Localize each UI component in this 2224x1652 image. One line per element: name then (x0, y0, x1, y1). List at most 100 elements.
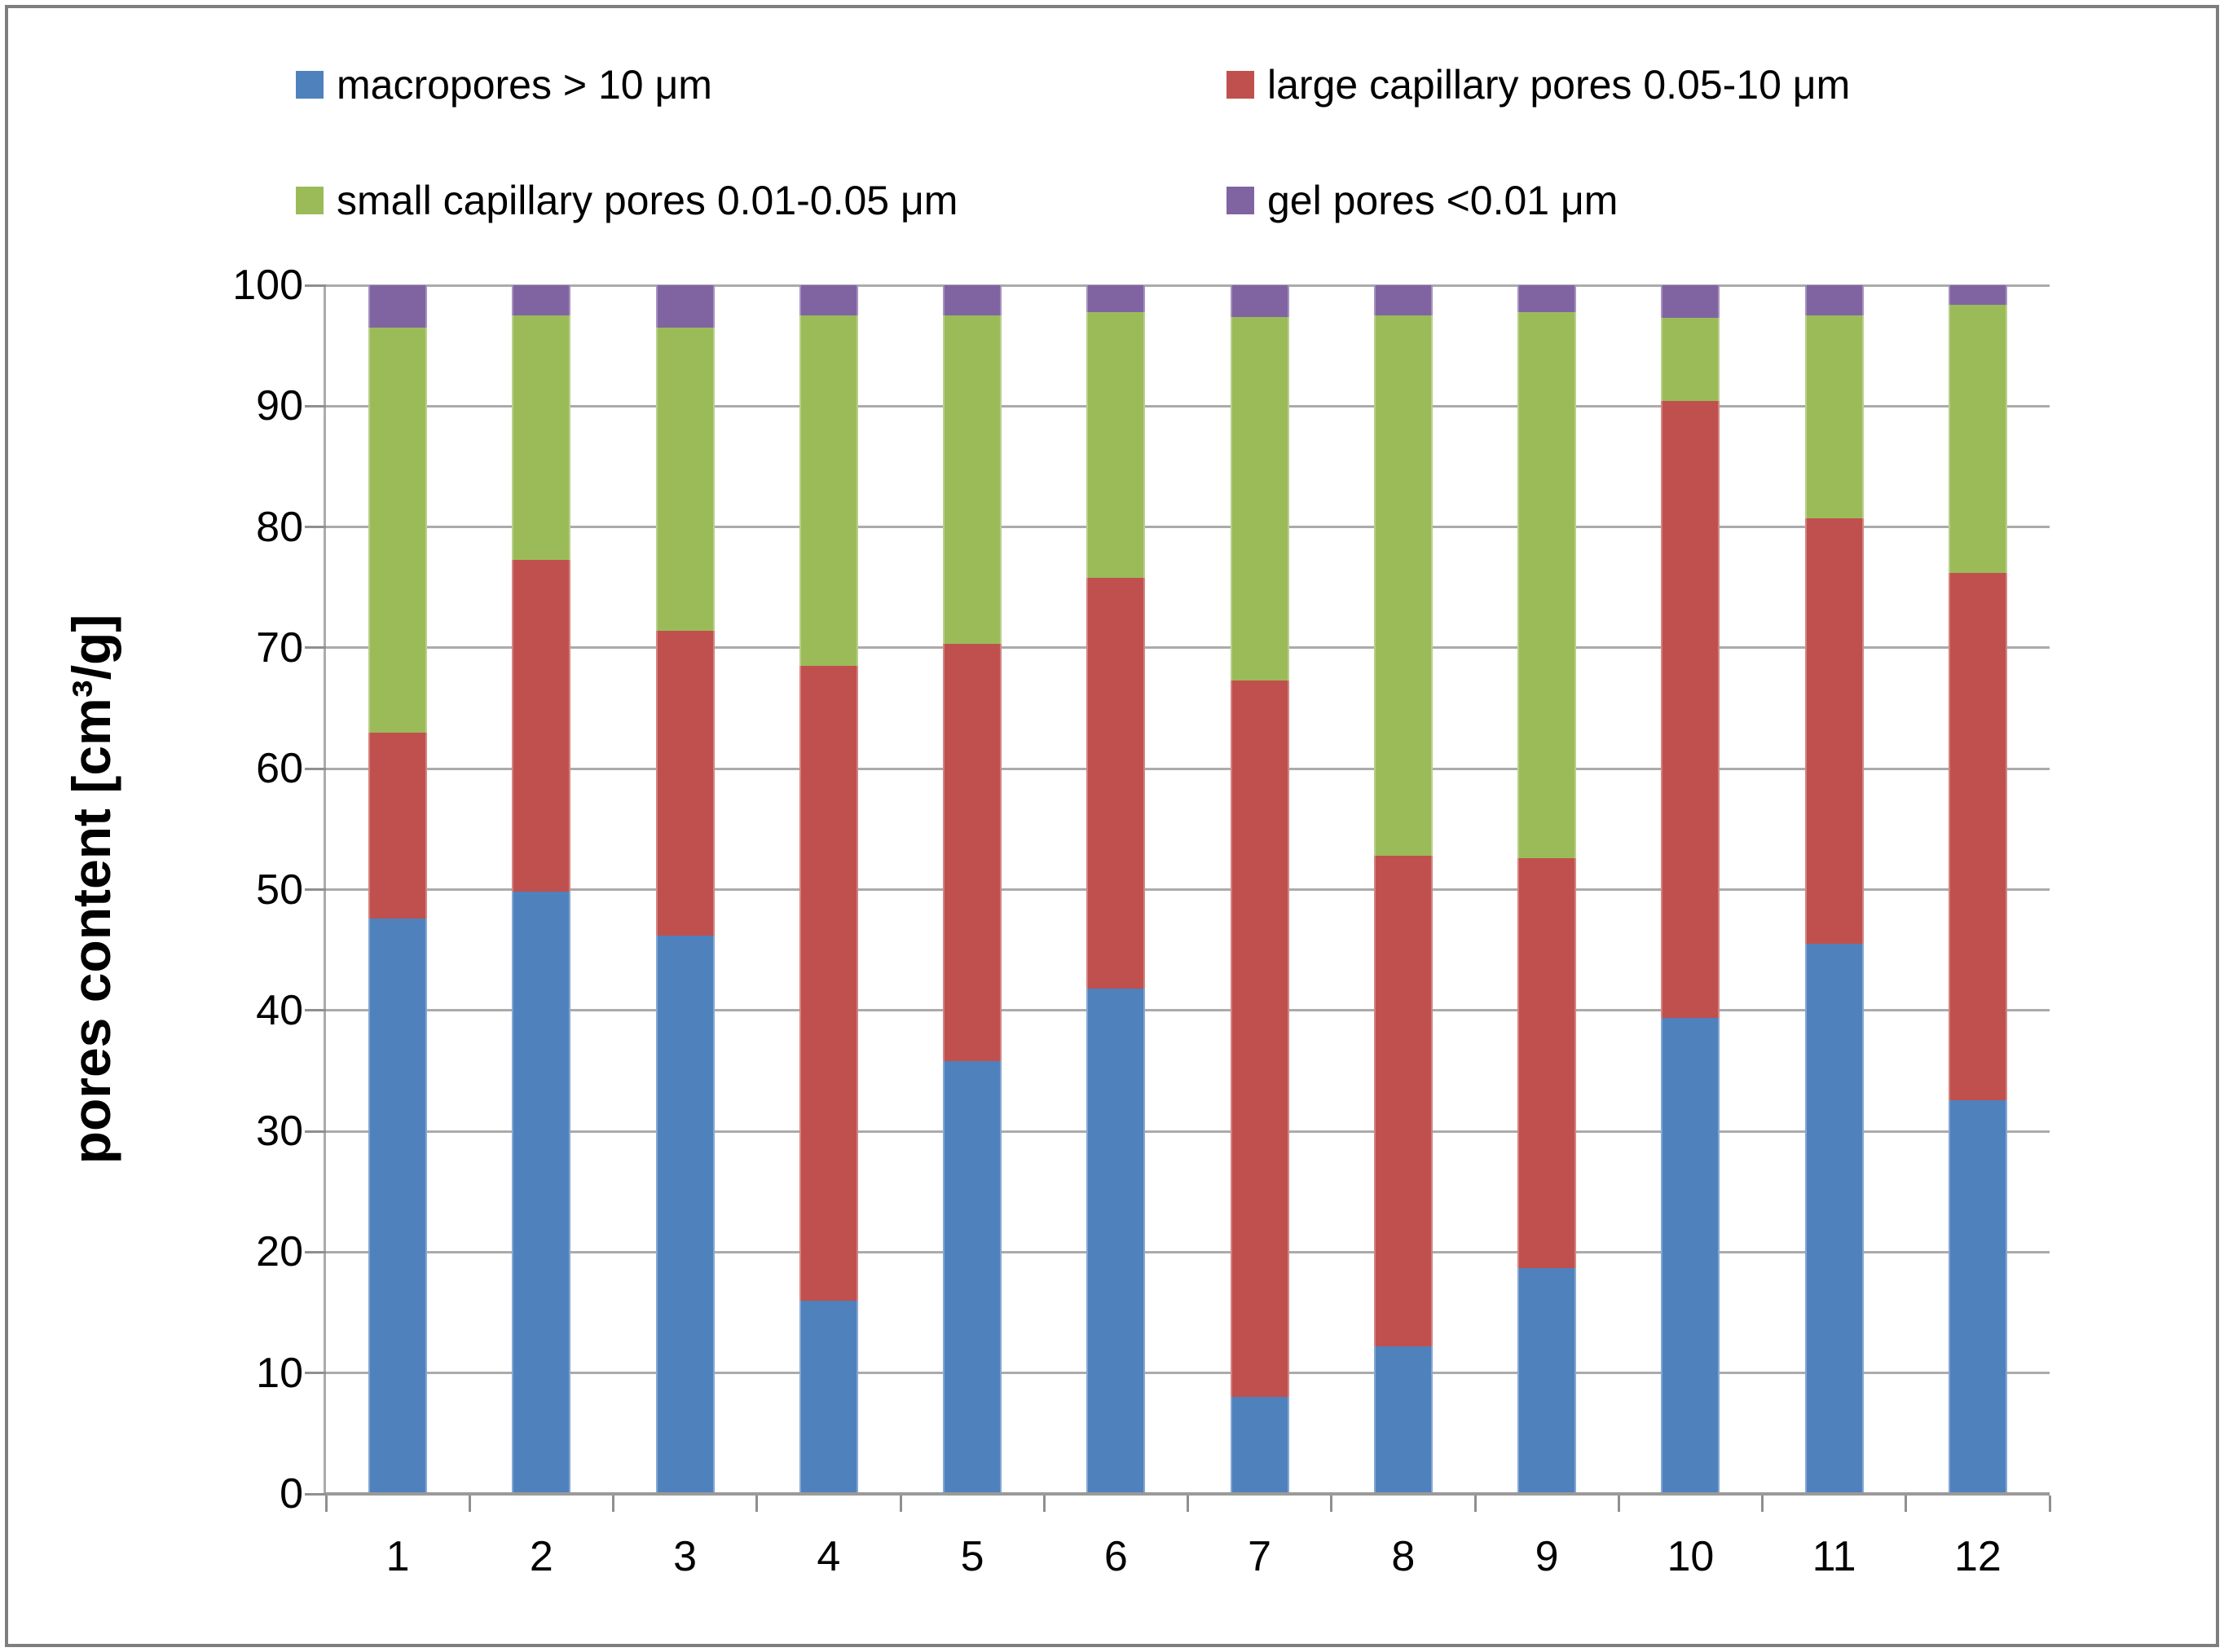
bar-segment (655, 935, 715, 1494)
x-tickmark-2 (612, 1496, 614, 1512)
bar-segment (1230, 1397, 1289, 1494)
x-tickmark-4 (899, 1496, 902, 1512)
plot-area (305, 284, 2051, 1512)
bar-segment (1086, 989, 1146, 1494)
x-tick-label-10: 10 (1667, 1533, 1715, 1580)
gridline-y-10 (326, 1372, 2050, 1375)
bar-category-10 (1661, 285, 1720, 1494)
y-tick-label-0: 0 (280, 1470, 303, 1518)
bar-segment (799, 315, 858, 667)
x-tick-label-2: 2 (529, 1533, 553, 1580)
bar-segment (799, 285, 858, 316)
bar-segment (1373, 285, 1433, 316)
x-tick-label-12: 12 (1953, 1533, 2002, 1580)
x-tick-label-3: 3 (673, 1533, 698, 1580)
y-tickmark-50 (305, 888, 326, 891)
bar-segment (1804, 944, 1864, 1494)
legend-item-gel-pores: gel pores <0.01 μm (1227, 174, 1618, 227)
bar-segment (1517, 285, 1577, 312)
gridline-y-60 (326, 767, 2050, 770)
gridline-y-90 (326, 404, 2050, 407)
x-tick-label-8: 8 (1391, 1533, 1416, 1580)
bar-category-4 (799, 285, 858, 1494)
y-tick-label-60: 60 (256, 745, 303, 793)
x-tick-label-1: 1 (385, 1533, 410, 1580)
bar-segment (1517, 1267, 1577, 1494)
bar-segment (1230, 285, 1289, 317)
bar-segment (368, 285, 428, 328)
x-tickmark-11 (1905, 1496, 1908, 1512)
y-tickmark-30 (305, 1130, 326, 1133)
bar-segment (1948, 572, 2007, 1100)
bar-segment (1948, 304, 2007, 573)
y-tick-label-10: 10 (256, 1349, 303, 1397)
legend-label-gel-pores: gel pores <0.01 μm (1267, 178, 1618, 223)
bar-category-3 (655, 285, 715, 1494)
legend-swatch-small-capillary (296, 187, 324, 214)
x-tickmark-12 (2048, 1496, 2051, 1512)
y-tick-label-80: 80 (256, 503, 303, 551)
y-tickmark-40 (305, 1009, 326, 1012)
x-tickmark-7 (1330, 1496, 1333, 1512)
bar-segment (1804, 518, 1864, 945)
x-tick-label-6: 6 (1103, 1533, 1128, 1580)
gridline-y-30 (326, 1130, 2050, 1133)
legend-label-large-capillary: large capillary pores 0.05-10 μm (1267, 62, 1851, 108)
gridline-y-20 (326, 1250, 2050, 1253)
x-tickmark-3 (755, 1496, 759, 1512)
legend-item-large-capillary: large capillary pores 0.05-10 μm (1227, 59, 1850, 111)
y-tickmark-100 (305, 284, 326, 287)
x-tickmark-5 (1042, 1496, 1046, 1512)
bar-segment (368, 732, 428, 919)
bar-segment (799, 1300, 858, 1494)
bar-segment (655, 285, 715, 328)
x-tickmark-1 (468, 1496, 471, 1512)
y-tick-label-70: 70 (256, 623, 303, 672)
x-tickmark-0 (324, 1496, 328, 1512)
x-tickmark-6 (1187, 1496, 1189, 1512)
legend-swatch-large-capillary (1227, 71, 1254, 99)
bar-segment (1373, 1346, 1433, 1494)
x-tick-label-5: 5 (960, 1533, 984, 1580)
x-axis-line (326, 1492, 2050, 1496)
bar-segment (943, 285, 1002, 316)
x-tickmark-9 (1617, 1496, 1620, 1512)
bar-segment (1804, 315, 1864, 519)
bar-category-2 (512, 285, 571, 1494)
gridline-y-40 (326, 1009, 2050, 1012)
bar-segment (368, 919, 428, 1494)
bar-segment (655, 631, 715, 936)
legend-item-small-capillary: small capillary pores 0.01-0.05 μm (296, 174, 958, 227)
y-tick-label-90: 90 (256, 382, 303, 430)
bar-segment (943, 1061, 1002, 1494)
bar-category-12 (1948, 285, 2007, 1494)
bar-segment (1086, 285, 1146, 312)
bar-segment (512, 315, 571, 560)
gridline-y-100 (326, 284, 2050, 287)
legend-swatch-gel-pores (1227, 187, 1254, 214)
y-tickmark-0 (305, 1492, 326, 1496)
y-tickmark-70 (305, 646, 326, 650)
gridline-y-70 (326, 646, 2050, 650)
bar-segment (1373, 855, 1433, 1347)
bar-category-7 (1230, 285, 1289, 1494)
bar-segment (1517, 311, 1577, 858)
y-tick-label-40: 40 (256, 986, 303, 1034)
bar-segment (1804, 285, 1864, 316)
legend-label-macropores: macropores > 10 μm (337, 62, 712, 108)
bar-segment (1661, 401, 1720, 1018)
bar-segment (1086, 577, 1146, 989)
legend-label-small-capillary: small capillary pores 0.01-0.05 μm (337, 178, 958, 223)
bar-segment (1948, 285, 2007, 305)
x-tick-label-7: 7 (1248, 1533, 1272, 1580)
bar-segment (512, 892, 571, 1494)
bar-segment (1948, 1099, 2007, 1494)
bar-segment (1661, 285, 1720, 319)
bar-category-9 (1517, 285, 1577, 1494)
bar-category-6 (1086, 285, 1146, 1494)
bar-segment (368, 327, 428, 733)
bar-segment (512, 285, 571, 316)
bar-segment (943, 315, 1002, 645)
y-tick-label-20: 20 (256, 1228, 303, 1276)
